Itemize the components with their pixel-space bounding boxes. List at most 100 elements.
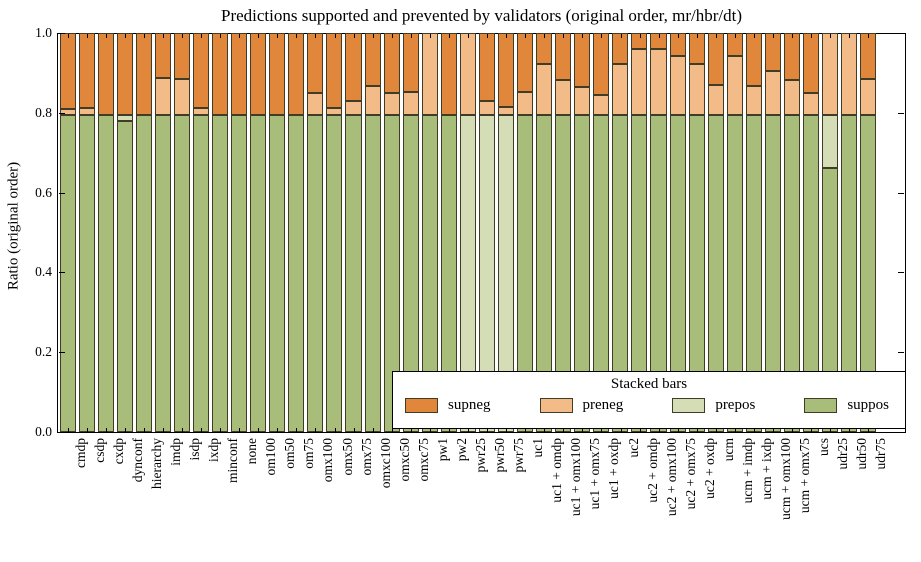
legend-label-prepos: prepos bbox=[715, 397, 756, 413]
x-tick-label-csdp: csdp bbox=[91, 438, 107, 463]
x-tick-label-om50: om50 bbox=[282, 438, 298, 469]
bar-segment-preneg bbox=[841, 33, 858, 116]
x-tick-label-hierarchy: hierarchy bbox=[148, 438, 164, 489]
bar-segment-supneg bbox=[612, 33, 629, 65]
x-tick-top-cxdp bbox=[105, 34, 107, 38]
x-tick-label-ucm + ixdp: ucm + ixdp bbox=[759, 438, 775, 500]
bar-segment-supneg bbox=[764, 33, 781, 71]
bar-segment-suppos bbox=[288, 115, 305, 432]
x-tick-bottom-ucm + omx100 bbox=[773, 428, 775, 432]
x-tick-top-uc1 + omdp bbox=[544, 34, 546, 38]
x-tick-label-pw1: pw1 bbox=[434, 438, 450, 462]
x-tick-label-cmdp: cmdp bbox=[72, 438, 88, 468]
x-tick-label-isdp: isdp bbox=[186, 438, 202, 461]
x-tick-top-isdp bbox=[181, 34, 183, 38]
bar-segment-suppos bbox=[612, 115, 629, 432]
x-tick-label-uc2 + omx75: uc2 + omx75 bbox=[682, 438, 698, 510]
bar-uc1 + omx75 bbox=[573, 33, 592, 432]
bar-uc2 + omdp bbox=[630, 33, 649, 432]
x-tick-bottom-om100 bbox=[258, 428, 260, 432]
bar-segment-supneg bbox=[555, 33, 572, 80]
x-tick-bottom-ucm + ixdp bbox=[754, 428, 756, 432]
bar-segment-supneg bbox=[250, 33, 267, 116]
bar-imdp bbox=[153, 33, 172, 432]
bar-ucm + omx75 bbox=[782, 33, 801, 432]
x-tick-bottom-omx75 bbox=[353, 428, 355, 432]
legend-entry-supneg: supneg bbox=[405, 397, 491, 414]
x-tick-label-uc1 + omdp: uc1 + omdp bbox=[549, 438, 565, 503]
x-tick-label-omx75: omx75 bbox=[358, 438, 374, 476]
bar-segment-supneg bbox=[116, 33, 133, 116]
x-tick-bottom-pwr50 bbox=[487, 428, 489, 432]
bar-segment-prepos bbox=[459, 115, 476, 432]
bar-segment-supneg bbox=[402, 33, 419, 92]
x-tick-bottom-pwr75 bbox=[506, 428, 508, 432]
x-tick-top-om100 bbox=[258, 34, 260, 38]
x-tick-bottom-uc2 + omdp bbox=[639, 428, 641, 432]
x-tick-label-pwr75: pwr75 bbox=[511, 438, 527, 473]
bar-segment-supneg bbox=[688, 33, 705, 64]
x-tick-top-ucm + ixdp bbox=[754, 34, 756, 38]
bar-segment-prepos bbox=[478, 115, 495, 432]
bar-uc2 + oxdp bbox=[687, 33, 706, 432]
x-tick-top-uc2 + omx100 bbox=[658, 34, 660, 38]
y-axis-label: Ratio (original order) bbox=[5, 161, 22, 291]
bar-segment-supneg bbox=[517, 33, 534, 93]
bar-cmdp bbox=[58, 33, 77, 432]
x-tick-top-udr50 bbox=[849, 34, 851, 38]
x-tick-bottom-udr75 bbox=[868, 428, 870, 432]
bar-segment-preneg bbox=[307, 93, 324, 116]
x-tick-label-uc2: uc2 bbox=[625, 438, 641, 458]
bar-segment-supneg bbox=[326, 33, 343, 108]
bar-pwr50 bbox=[477, 33, 496, 432]
bar-pw1 bbox=[420, 33, 439, 432]
bar-segment-suppos bbox=[97, 115, 114, 432]
bar-om100 bbox=[249, 33, 268, 432]
bar-segment-supneg bbox=[669, 33, 686, 56]
bar-segment-supneg bbox=[97, 33, 114, 116]
x-tick-bottom-uc2 bbox=[620, 428, 622, 432]
x-tick-label-ucm: ucm bbox=[720, 438, 736, 462]
x-tick-top-udr75 bbox=[868, 34, 870, 38]
bar-segment-preneg bbox=[497, 107, 514, 116]
bar-segment-preneg bbox=[764, 70, 781, 116]
bar-segment-suppos bbox=[78, 115, 95, 432]
bar-pwr75 bbox=[496, 33, 515, 432]
legend-entry-preneg: preneg bbox=[539, 397, 623, 414]
bar-segment-supneg bbox=[345, 33, 362, 101]
x-tick-bottom-uc1 + omx75 bbox=[582, 428, 584, 432]
x-tick-bottom-om50 bbox=[277, 428, 279, 432]
bar-segment-suppos bbox=[631, 115, 648, 432]
bar-om75 bbox=[287, 33, 306, 432]
x-tick-top-csdp bbox=[86, 34, 88, 38]
x-tick-top-pwr50 bbox=[487, 34, 489, 38]
bar-segment-supneg bbox=[364, 33, 381, 87]
bar-segment-preneg bbox=[517, 92, 534, 116]
x-tick-label-minconf: minconf bbox=[225, 438, 241, 483]
bar-omx75 bbox=[344, 33, 363, 432]
bar-segment-suppos bbox=[669, 115, 686, 432]
bar-segment-supneg bbox=[154, 33, 171, 79]
y-tick-label-0.4: 0.4 bbox=[35, 264, 52, 280]
legend: Stacked bars supneg preneg prepos suppos bbox=[392, 371, 906, 429]
bar-omx100 bbox=[306, 33, 325, 432]
bar-uc2 bbox=[611, 33, 630, 432]
bar-segment-preneg bbox=[364, 86, 381, 116]
bar-segment-supneg bbox=[383, 33, 400, 94]
x-tick-bottom-omxc50 bbox=[391, 428, 393, 432]
x-tick-top-ucm + imdp bbox=[734, 34, 736, 38]
bar-segment-suppos bbox=[307, 115, 324, 432]
x-tick-top-uc2 + omdp bbox=[639, 34, 641, 38]
x-tick-bottom-ucm + omx75 bbox=[792, 428, 794, 432]
y-tick-right-1.0 bbox=[898, 33, 905, 34]
x-tick-top-uc2 + oxdp bbox=[696, 34, 698, 38]
bar-uc1 + oxdp bbox=[592, 33, 611, 432]
bar-segment-preneg bbox=[555, 79, 572, 116]
x-tick-bottom-uc1 bbox=[525, 428, 527, 432]
bars-container bbox=[58, 33, 878, 432]
x-tick-top-omx75 bbox=[353, 34, 355, 38]
x-tick-bottom-imdp bbox=[162, 428, 164, 432]
y-tick-right-0.4 bbox=[898, 272, 905, 274]
bar-segment-suppos bbox=[345, 115, 362, 432]
bar-segment-preneg bbox=[783, 79, 800, 116]
